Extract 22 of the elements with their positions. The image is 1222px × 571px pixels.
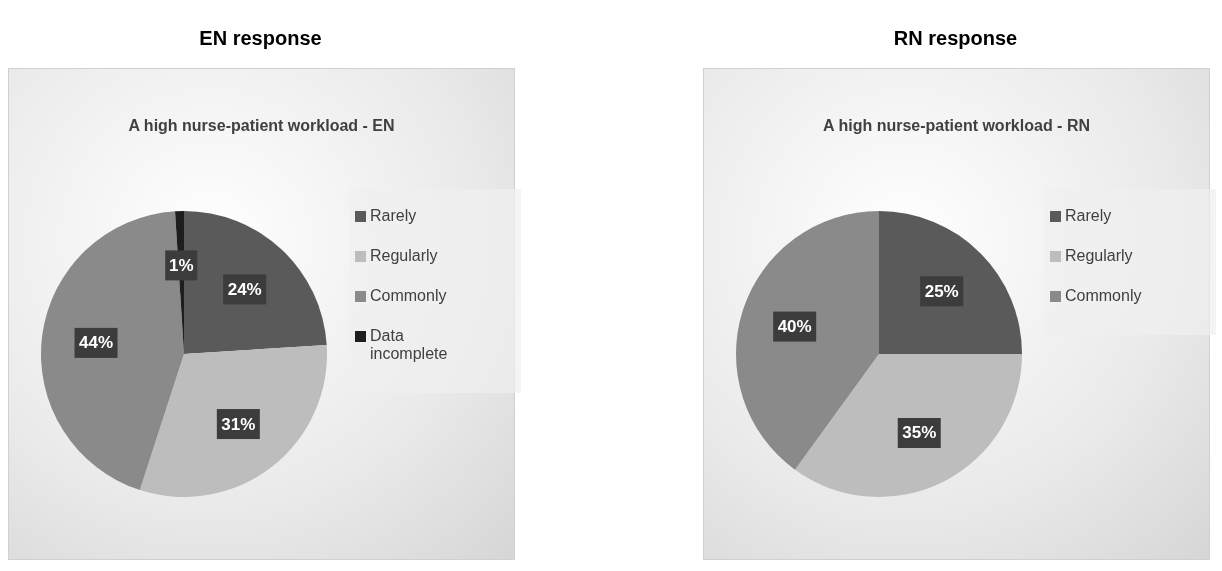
pie-slice <box>139 345 327 497</box>
legend-label: Rarely <box>370 207 418 225</box>
data-label: 31% <box>221 414 256 434</box>
pie-slice <box>794 354 1022 497</box>
chart-subtitle: A high nurse-patient workload - RN <box>822 117 1091 135</box>
legend-label: Regularly <box>370 247 439 265</box>
chart-title: EN response <box>198 26 323 51</box>
legend-label: Regularly <box>1065 247 1134 265</box>
data-label: 24% <box>227 279 262 299</box>
data-label: 1% <box>168 255 194 275</box>
data-label: 44% <box>79 333 114 353</box>
data-label: 35% <box>902 423 937 443</box>
legend-label: Commonly <box>1065 287 1143 305</box>
legend-label: Commonly <box>370 287 448 305</box>
legend-label: Data incomplete <box>370 327 449 363</box>
data-label: 40% <box>777 317 812 337</box>
data-label: 25% <box>924 281 959 301</box>
chart-subtitle: A high nurse-patient workload - EN <box>127 117 396 135</box>
chart-title: RN response <box>892 26 1019 51</box>
legend-label: Rarely <box>1065 207 1113 225</box>
pie-slice <box>879 211 1022 354</box>
pie-slice <box>736 211 879 470</box>
